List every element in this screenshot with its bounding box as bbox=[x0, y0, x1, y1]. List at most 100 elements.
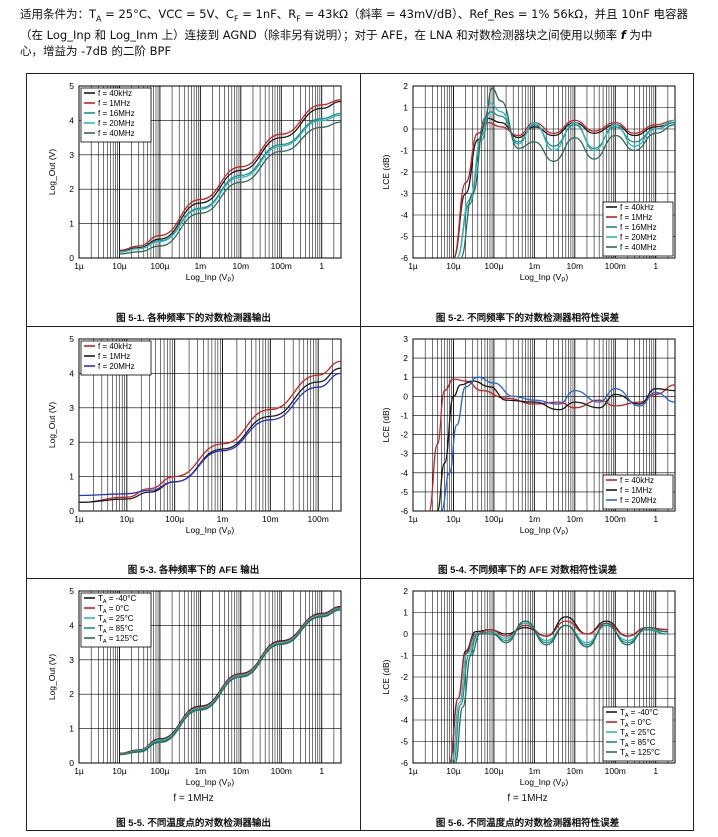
y-tick-label: 5 bbox=[69, 586, 74, 596]
caption: 图 5-1. 各种频率下的对数检测器输出 bbox=[116, 313, 271, 324]
y-tick-label: 1 bbox=[403, 608, 408, 618]
y-tick-label: 2 bbox=[403, 586, 408, 596]
y-tick-label: 2 bbox=[69, 689, 74, 699]
caption: 图 5-2. 不同频率下的对数检测器相符性误差 bbox=[435, 313, 620, 324]
x-tick-label: 1 bbox=[653, 514, 658, 524]
y-tick-label: 3 bbox=[69, 150, 74, 160]
y-tick-label: 3 bbox=[69, 655, 74, 665]
y-tick-label: 3 bbox=[69, 403, 74, 413]
y-tick-label: -3 bbox=[400, 449, 408, 459]
legend-label: f = 1MHz bbox=[620, 486, 652, 495]
legend: TA = -40°CTA = 0°CTA = 25°CTA = 85°CTA =… bbox=[602, 706, 674, 762]
x-tick-label: 100µ bbox=[484, 766, 503, 776]
series-group bbox=[448, 616, 668, 763]
x-tick-label: 100m bbox=[605, 261, 626, 271]
legend-label: TA = 85°C bbox=[620, 738, 656, 749]
chart-log-out-temp: 0 1 2 3 4 5 1µ 10µ 100µ 1m 10m 100m 1 Log_Inp (VP) Log… bbox=[47, 586, 342, 789]
x-tick-label: 10µ bbox=[446, 261, 460, 271]
x-tick-label: 10m bbox=[567, 766, 584, 776]
y-tick-label: 1 bbox=[69, 724, 74, 734]
plot-frame bbox=[412, 338, 676, 512]
figure-grid: 0 1 2 3 4 5 1µ 10µ 100µ 1m 10m 100m 1 Log_Inp (VP) Log… bbox=[26, 73, 694, 831]
plot-frame bbox=[412, 85, 676, 259]
x-tick-label: 10µ bbox=[446, 514, 460, 524]
series-line bbox=[428, 378, 675, 511]
y-axis-label: Log_Out (V) bbox=[47, 402, 57, 448]
y-tick-label: 5 bbox=[69, 334, 74, 344]
legend-label: f = 1MHz bbox=[620, 213, 652, 222]
y-tick-label: -5 bbox=[400, 232, 408, 242]
x-tick-label: 100µ bbox=[484, 261, 503, 271]
legend-label: f = 20MHz bbox=[620, 233, 657, 242]
y-tick-label: -5 bbox=[400, 487, 408, 497]
x-tick-label: 10m bbox=[567, 514, 584, 524]
x-tick-label: 1µ bbox=[74, 261, 84, 271]
series-line bbox=[79, 372, 341, 497]
chart-log-out-freq: 0 1 2 3 4 5 1µ 10µ 100µ 1m 10m 100m 1 Log_Inp (VP) Log… bbox=[47, 81, 342, 284]
y-tick-label: 0 bbox=[403, 629, 408, 639]
conditions-line-1: 适用条件为：TA = 25°C、VCC = 5V、CF = 1nF、RF = 4… bbox=[20, 7, 689, 24]
y-tick-label: 0 bbox=[69, 253, 74, 263]
y-tick-label: 2 bbox=[69, 437, 74, 447]
y-tick-label: -6 bbox=[400, 506, 408, 516]
series-line bbox=[119, 609, 341, 756]
series-group bbox=[452, 87, 675, 258]
y-tick-label: 3 bbox=[403, 334, 408, 344]
series-line bbox=[79, 360, 341, 504]
plot-frame bbox=[78, 85, 342, 259]
y-tick-label: 4 bbox=[69, 368, 74, 378]
x-tick-label: 1m bbox=[217, 514, 229, 524]
x-axis-label: Log_Inp (VP) bbox=[186, 777, 235, 789]
legend-label: TA = -40°C bbox=[620, 708, 658, 719]
legend-label: TA = 0°C bbox=[620, 718, 651, 729]
x-tick-label: 10m bbox=[233, 766, 250, 776]
legend-label: f = 20MHz bbox=[98, 362, 135, 371]
legend-label: TA = 25°C bbox=[620, 728, 656, 739]
y-tick-label: 1 bbox=[403, 103, 408, 113]
y-tick-label: 0 bbox=[403, 124, 408, 134]
y-tick-label: -6 bbox=[400, 253, 408, 263]
y-tick-label: 5 bbox=[69, 81, 74, 91]
y-axis-label: LCE (dB) bbox=[381, 659, 391, 694]
x-axis-label: Log_Inp (VP) bbox=[186, 525, 235, 537]
legend-label: f = 16MHz bbox=[620, 223, 657, 232]
x-tick-label: 1m bbox=[194, 261, 206, 271]
y-tick-label: 1 bbox=[403, 372, 408, 382]
chart-lce-temp: -6 -5 -4 -3 -2 -1 0 1 2 1µ 10µ 100µ 1m 10m 100m 1 Log_In… bbox=[381, 586, 676, 789]
x-tick-label: 1 bbox=[653, 261, 658, 271]
y-tick-label: -6 bbox=[400, 758, 408, 768]
x-tick-label: 1µ bbox=[408, 514, 418, 524]
y-tick-label: 1 bbox=[69, 472, 74, 482]
y-tick-label: -4 bbox=[400, 468, 408, 478]
x-tick-label: 1m bbox=[528, 766, 540, 776]
legend-label: f = 1MHz bbox=[98, 352, 130, 361]
y-axis-label: Log_Out (V) bbox=[47, 654, 57, 700]
legend-label: f = 40kHz bbox=[620, 203, 654, 212]
x-tick-label: 1µ bbox=[74, 766, 84, 776]
x-tick-label: 1m bbox=[528, 261, 540, 271]
legend-label: f = 16MHz bbox=[98, 109, 135, 118]
series-line bbox=[459, 87, 675, 258]
series-line bbox=[452, 119, 675, 258]
freq-note: f = 1MHz bbox=[173, 793, 214, 804]
series-line bbox=[119, 112, 341, 253]
series-line bbox=[452, 117, 675, 258]
legend: TA = -40°CTA = 0°CTA = 25°CTA = 85°CTA =… bbox=[80, 592, 152, 648]
x-tick-label: 10m bbox=[262, 514, 279, 524]
legend-label: f = 1MHz bbox=[98, 99, 130, 108]
caption: 图 5-5. 不同温度点的对数检测器输出 bbox=[116, 818, 271, 829]
x-tick-label: 100m bbox=[605, 766, 626, 776]
y-tick-label: 0 bbox=[69, 506, 74, 516]
x-axis-label: Log_Inp (VP) bbox=[520, 272, 569, 284]
x-tick-label: 10µ bbox=[112, 261, 126, 271]
x-tick-label: 1µ bbox=[408, 766, 418, 776]
legend-label: f = 40kHz bbox=[620, 476, 654, 485]
x-axis-label: Log_Inp (VP) bbox=[520, 525, 569, 537]
y-tick-label: 4 bbox=[69, 115, 74, 125]
x-tick-label: 100µ bbox=[150, 766, 169, 776]
x-tick-label: 100m bbox=[271, 766, 292, 776]
